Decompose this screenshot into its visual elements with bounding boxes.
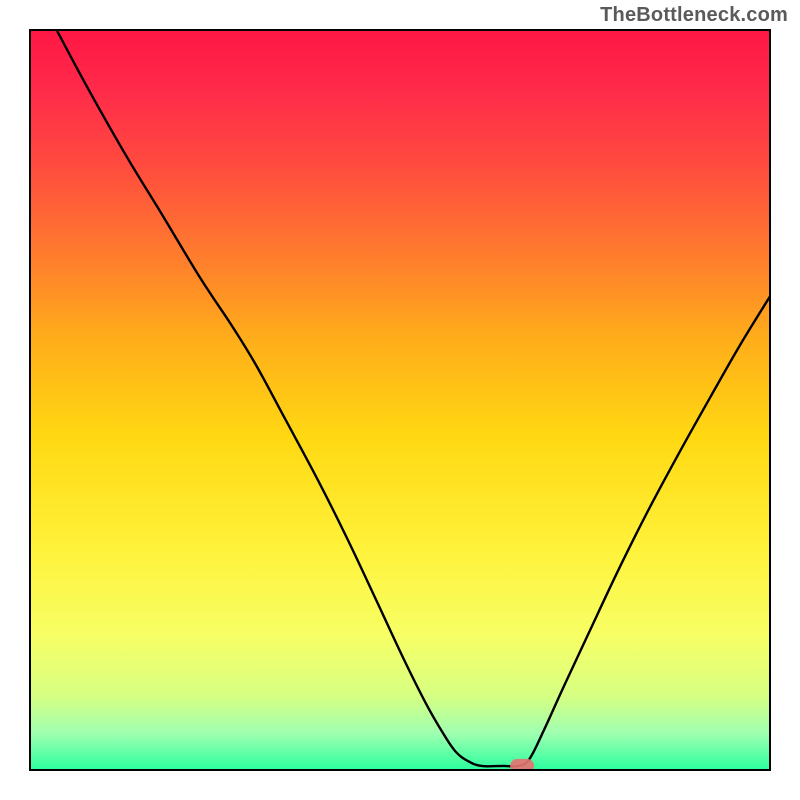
bottleneck-chart <box>0 0 800 800</box>
watermark-text: TheBottleneck.com <box>600 4 788 27</box>
chart-container: TheBottleneck.com <box>0 0 800 800</box>
chart-background <box>30 30 770 770</box>
